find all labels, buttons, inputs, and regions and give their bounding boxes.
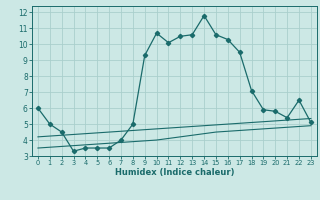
X-axis label: Humidex (Indice chaleur): Humidex (Indice chaleur) bbox=[115, 168, 234, 177]
